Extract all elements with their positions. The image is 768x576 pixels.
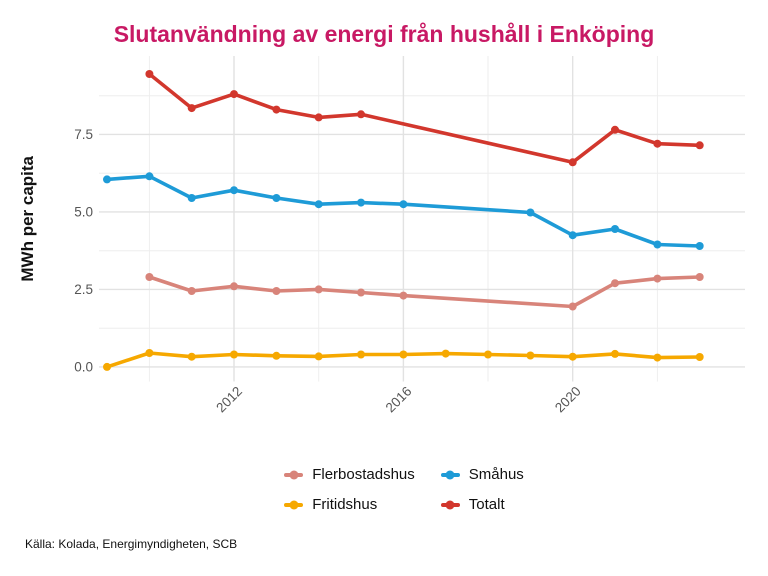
data-point — [187, 287, 196, 295]
data-point — [399, 200, 408, 209]
y-axis-title: MWh per capita — [18, 155, 37, 281]
y-tick-label: 2.5 — [74, 282, 93, 297]
data-point — [145, 70, 154, 78]
legend-label: Totalt — [468, 496, 505, 513]
legend-line-dot-icon — [284, 470, 304, 479]
data-point — [145, 172, 154, 181]
legend-item-flerbostadshus: Flerbostadshus — [284, 466, 415, 483]
data-point — [526, 351, 535, 360]
data-point — [314, 200, 323, 209]
data-point — [230, 90, 238, 99]
data-point — [568, 158, 577, 167]
gridlines-minor — [99, 56, 745, 382]
data-point — [399, 350, 408, 359]
data-point — [484, 350, 492, 359]
data-point — [611, 279, 619, 288]
data-point — [357, 110, 365, 119]
data-point — [568, 231, 577, 240]
data-point — [653, 240, 662, 249]
source-note: Källa: Kolada, Energimyndigheten, SCB — [25, 537, 238, 551]
x-tick-label: 2020 — [552, 384, 584, 416]
data-point — [145, 273, 154, 281]
y-axis-title: MWh per capita — [18, 155, 37, 281]
legend-line-dot-icon — [284, 500, 304, 509]
y-axis-tick-labels: 0.0 2.5 5.0 7.5 — [74, 127, 93, 375]
data-point — [568, 352, 577, 361]
data-point — [441, 349, 450, 358]
data-point — [187, 104, 196, 113]
data-point — [695, 353, 704, 361]
line-chart: 0.0 2.5 5.0 7.5 2012 2016 2020 MWh per capita — [18, 56, 745, 416]
data-point — [611, 125, 619, 134]
legend-item-totalt: Totalt — [440, 496, 524, 513]
data-point — [611, 225, 619, 233]
legend-label: Fritidshus — [312, 496, 378, 513]
data-point — [695, 273, 704, 281]
data-point — [272, 351, 281, 360]
gridlines-major — [99, 56, 745, 382]
data-point — [272, 194, 281, 202]
data-point — [230, 186, 238, 195]
chart-legend: Flerbostadshus Småhus Fritidshus Totalt — [20, 466, 768, 513]
x-axis-tick-labels: 2012 2016 2020 — [213, 384, 584, 416]
data-point — [272, 287, 281, 295]
data-point — [357, 198, 365, 207]
data-point — [272, 105, 281, 114]
legend-line-dot-icon — [440, 500, 460, 509]
legend-line-dot-icon — [440, 470, 460, 479]
data-point — [653, 274, 662, 283]
legend-label: Flerbostadshus — [312, 466, 415, 483]
x-tick-label: 2012 — [213, 384, 245, 416]
x-tick-label: 2016 — [383, 384, 415, 416]
data-point — [653, 139, 662, 148]
legend-label: Småhus — [468, 466, 524, 483]
data-point — [653, 353, 662, 362]
y-tick-label: 7.5 — [74, 127, 93, 142]
data-point — [187, 352, 196, 361]
y-tick-label: 5.0 — [74, 204, 93, 219]
chart-title: Slutanvändning av energi från hushåll i … — [113, 21, 655, 47]
data-point — [187, 194, 196, 202]
legend-item-fritidshus: Fritidshus — [284, 496, 415, 513]
legend-item-småhus: Småhus — [440, 466, 524, 483]
data-point — [357, 288, 365, 297]
data-point — [314, 352, 323, 361]
data-point — [357, 350, 365, 359]
data-point — [103, 175, 111, 184]
data-point — [230, 282, 238, 291]
data-point — [230, 350, 238, 359]
series-line-totalt — [147, 72, 702, 165]
data-point — [526, 208, 535, 217]
data-point — [695, 242, 704, 250]
data-point — [695, 141, 704, 150]
data-point — [611, 349, 619, 358]
data-point — [314, 113, 323, 122]
data-point — [399, 291, 408, 300]
data-point — [145, 349, 154, 357]
data-point — [103, 362, 111, 371]
data-point — [568, 302, 577, 311]
series — [103, 70, 704, 371]
y-tick-label: 0.0 — [74, 359, 93, 374]
data-point — [314, 285, 323, 294]
